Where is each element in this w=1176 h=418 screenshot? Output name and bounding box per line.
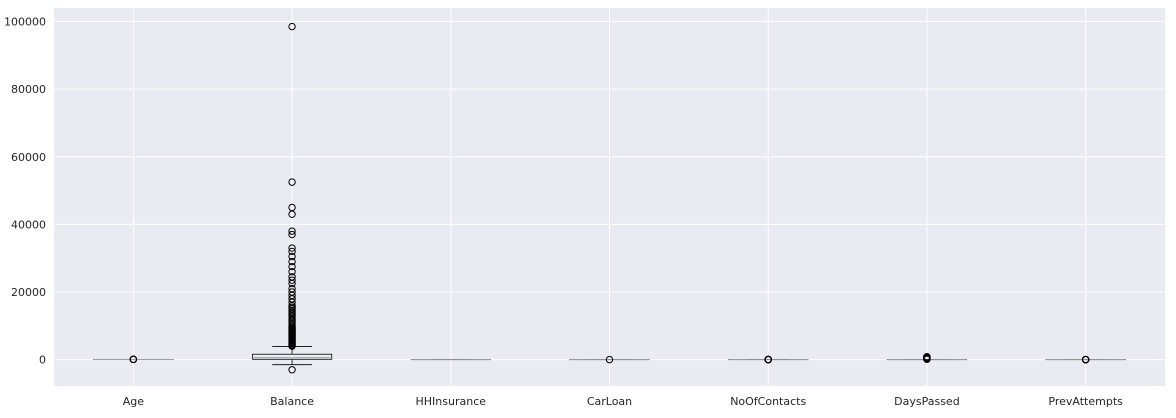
- y-tick-label: 20000: [11, 286, 46, 299]
- y-tick-label: 80000: [11, 83, 46, 96]
- x-tick-label: DaysPassed: [894, 395, 960, 408]
- y-tick-label: 100000: [4, 16, 46, 29]
- x-tick-label: NoOfContacts: [730, 395, 806, 408]
- y-tick-label: 40000: [11, 218, 46, 231]
- x-tick-label: Age: [123, 395, 145, 408]
- y-axis-ticks: 0 20000 40000 60000 80000 100000: [4, 16, 46, 367]
- x-tick-label: CarLoan: [587, 395, 632, 408]
- x-tick-label: HHInsurance: [416, 395, 487, 408]
- x-axis-ticks: Age Balance HHInsurance CarLoan NoOfContacts…: [123, 395, 1123, 408]
- y-tick-label: 0: [39, 354, 46, 367]
- y-tick-label: 60000: [11, 151, 46, 164]
- x-tick-label: PrevAttempts: [1048, 395, 1123, 408]
- x-tick-label: Balance: [270, 395, 314, 408]
